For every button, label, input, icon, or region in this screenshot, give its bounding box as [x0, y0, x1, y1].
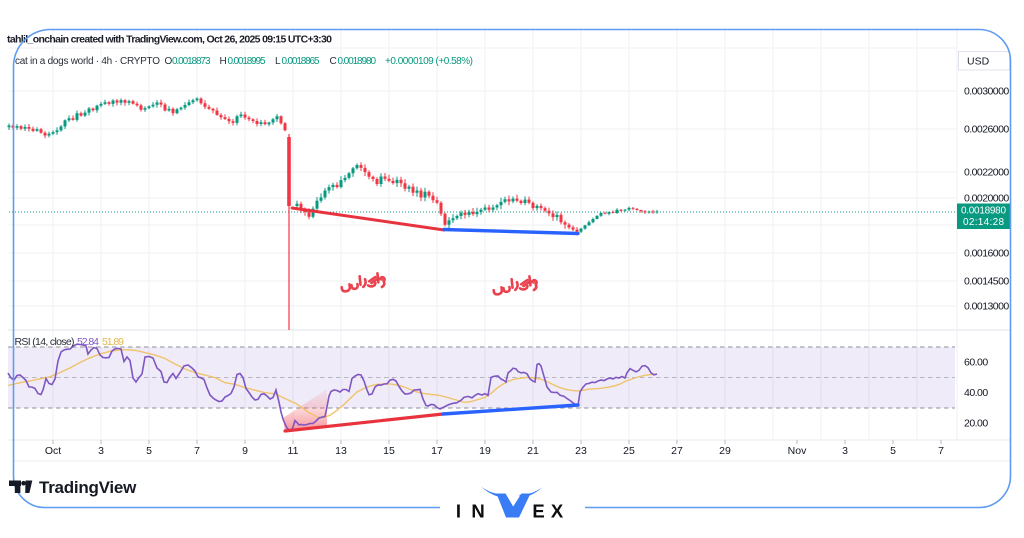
svg-text:E: E — [532, 501, 544, 522]
svg-text:0.0022000: 0.0022000 — [964, 167, 1009, 179]
svg-text:7: 7 — [194, 445, 200, 457]
svg-text:11: 11 — [288, 445, 299, 457]
svg-text:TradingView: TradingView — [39, 478, 137, 497]
svg-text:40.00: 40.00 — [964, 387, 988, 399]
svg-text:51.89: 51.89 — [102, 336, 124, 348]
svg-text:5: 5 — [146, 445, 152, 457]
svg-text:5: 5 — [890, 445, 896, 457]
svg-text:52.84: 52.84 — [77, 336, 99, 348]
svg-text:0.0018865: 0.0018865 — [282, 56, 320, 67]
svg-text:0.0018980: 0.0018980 — [338, 56, 377, 67]
svg-text:0.0026000: 0.0026000 — [964, 124, 1009, 136]
svg-text:02:14:28: 02:14:28 — [963, 217, 1004, 228]
svg-text:0.0018873: 0.0018873 — [172, 56, 211, 67]
svg-text:Nov: Nov — [788, 445, 807, 457]
svg-text:3: 3 — [842, 445, 848, 457]
svg-text:20.00: 20.00 — [964, 418, 988, 430]
svg-text:9: 9 — [242, 445, 248, 457]
svg-text:N: N — [471, 501, 484, 522]
svg-text:0.0018980: 0.0018980 — [961, 206, 1006, 217]
svg-text:23: 23 — [575, 445, 587, 457]
svg-text:7: 7 — [938, 445, 944, 457]
svg-text:cat in a dogs world · 4h · CRY: cat in a dogs world · 4h · CRYPTO — [15, 56, 160, 67]
svg-text:I: I — [456, 501, 461, 522]
svg-text:O: O — [165, 56, 173, 67]
svg-text:+0.0000109 (+0.58%): +0.0000109 (+0.58%) — [385, 56, 473, 67]
svg-text:15: 15 — [383, 445, 395, 457]
svg-text:0.0030000: 0.0030000 — [964, 86, 1009, 98]
svg-text:X: X — [551, 501, 564, 522]
svg-text:0.0013000: 0.0013000 — [964, 301, 1009, 313]
svg-text:USD: USD — [967, 56, 990, 68]
svg-text:13: 13 — [335, 445, 347, 457]
svg-text:19: 19 — [479, 445, 491, 457]
svg-text:0.0020000: 0.0020000 — [964, 193, 1009, 205]
svg-text:RSI (14, close): RSI (14, close) — [15, 336, 75, 348]
svg-text:H: H — [220, 56, 227, 67]
svg-text:60.00: 60.00 — [964, 357, 988, 369]
svg-text:tahlil_onchain created with Tr: tahlil_onchain created with TradingView.… — [7, 34, 332, 46]
svg-text:L: L — [275, 56, 281, 67]
svg-text:0.0014500: 0.0014500 — [964, 276, 1009, 288]
svg-text:21: 21 — [527, 445, 539, 457]
svg-text:25: 25 — [623, 445, 635, 457]
svg-text:C: C — [330, 56, 337, 67]
svg-text:29: 29 — [719, 445, 731, 457]
svg-text:0.0018995: 0.0018995 — [228, 56, 266, 67]
svg-text:27: 27 — [671, 445, 683, 457]
svg-text:Oct: Oct — [45, 445, 61, 457]
svg-text:3: 3 — [98, 445, 104, 457]
svg-text:0.0016000: 0.0016000 — [964, 248, 1009, 260]
svg-text:17: 17 — [431, 445, 443, 457]
